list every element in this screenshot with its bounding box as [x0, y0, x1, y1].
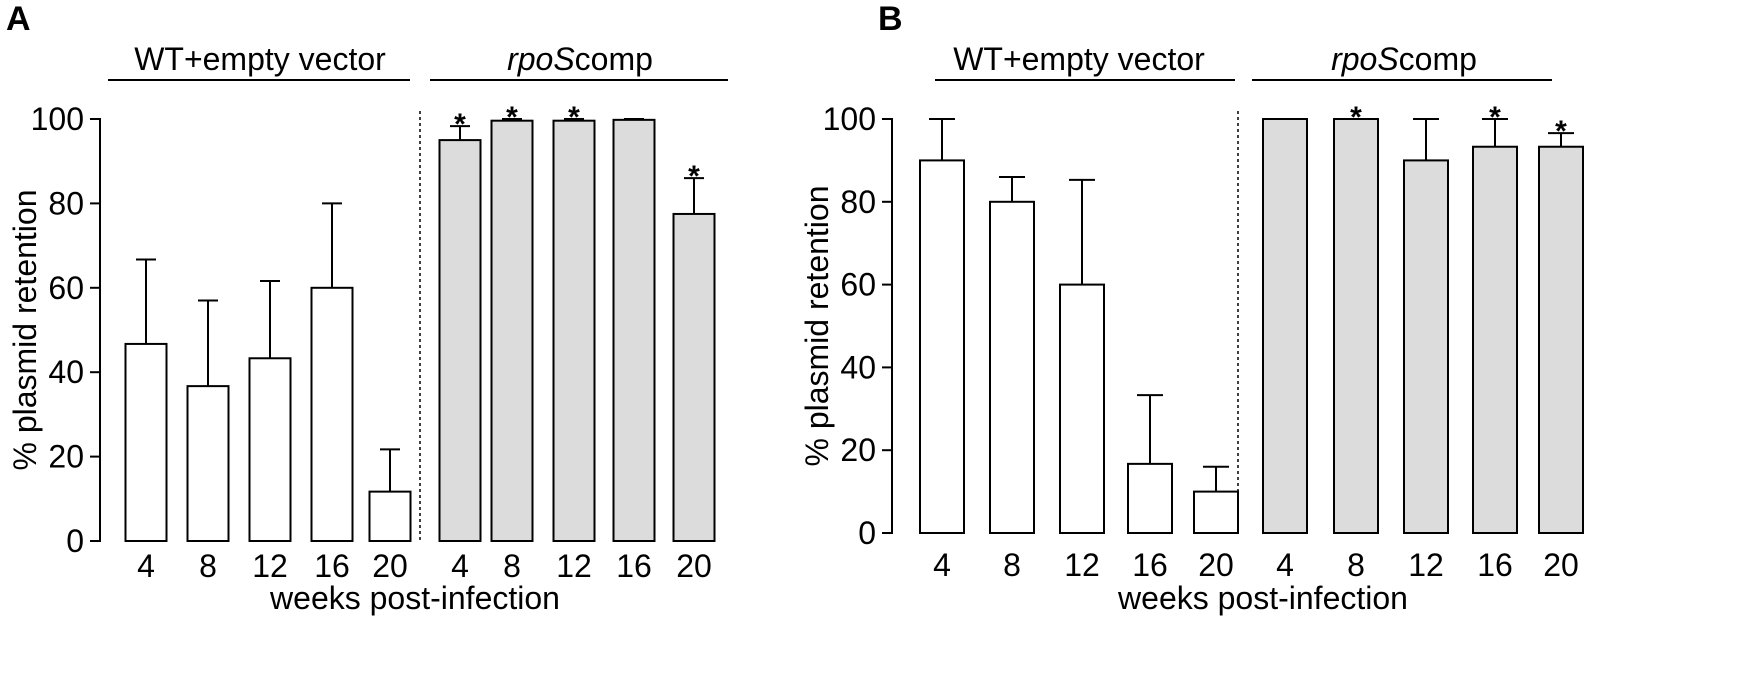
panel-letter-a: A: [6, 0, 31, 38]
chart-a-group-label-text: comp: [575, 41, 653, 77]
chart-b-bar: [1472, 145, 1518, 534]
chart-a-y-tick-label: 80: [48, 185, 84, 221]
chart-b-x-tick-label: 16: [1132, 547, 1168, 583]
chart-b-bar: [1127, 462, 1173, 534]
chart-a-y-tick-label: 20: [48, 439, 84, 475]
panel-b-chart: 0 20 40 60 80 100 % plasmid retention WT+empty …: [799, 41, 1584, 616]
chart-a-y-axis-title: % plasmid retention: [7, 189, 43, 470]
chart-b-x-tick-label: 20: [1198, 547, 1234, 583]
chart-b-y-tick-label: 40: [840, 349, 876, 385]
chart-a-x-tick-label: 20: [372, 548, 408, 584]
chart-a-x-tick-label: 8: [199, 548, 217, 584]
chart-a-x-tick-label: 20: [676, 548, 712, 584]
chart-a-bar: [368, 490, 412, 543]
chart-a-x-axis-title: weeks post-infection: [269, 580, 560, 616]
chart-b-x-tick-label: 8: [1347, 547, 1365, 583]
chart-a-bar: [490, 119, 534, 543]
chart-b-bar: [919, 159, 965, 534]
chart-a-bar: [310, 286, 354, 542]
chart-a-bar: [248, 357, 292, 542]
chart-a-y-tick-label: 40: [48, 354, 84, 390]
chart-a-significance-star: *: [506, 101, 518, 134]
chart-b-bar: [1059, 283, 1105, 534]
chart-a-significance-star: *: [688, 160, 700, 193]
chart-b-y-axis-title: % plasmid retention: [799, 185, 835, 466]
chart-a-x-tick-label: 12: [556, 548, 592, 584]
chart-a-bar: [552, 119, 596, 543]
chart-a-bar: [124, 342, 168, 542]
chart-a-x-tick-label: 16: [616, 548, 652, 584]
chart-a-bar: [612, 118, 656, 543]
chart-a-group-label-2: rpoScomp: [507, 41, 653, 77]
chart-a-significance-star: *: [568, 101, 580, 134]
chart-b-significance-star: *: [1489, 101, 1501, 134]
chart-b-x-tick-label: 4: [1276, 547, 1294, 583]
chart-b-y-tick-label: 80: [840, 184, 876, 220]
chart-b-bar: [1262, 118, 1308, 534]
chart-b-bar: [1333, 118, 1379, 534]
chart-a-y-tick-label: 100: [31, 101, 84, 137]
chart-b-bar: [1193, 490, 1239, 535]
chart-b-y-tick-label: 20: [840, 432, 876, 468]
chart-a-bar: [186, 385, 230, 542]
chart-b-x-tick-label: 8: [1003, 547, 1021, 583]
chart-b-group-label-italic: rpoS: [1331, 41, 1399, 77]
chart-b-x-tick-label: 16: [1477, 547, 1513, 583]
chart-a-x-tick-label: 4: [137, 548, 155, 584]
chart-b-bar: [989, 200, 1035, 535]
chart-b-x-axis-title: weeks post-infection: [1117, 580, 1408, 616]
chart-a-x-tick-label: 12: [252, 548, 288, 584]
chart-b-x-tick-label: 12: [1064, 547, 1100, 583]
chart-b-x-tick-label: 20: [1543, 547, 1579, 583]
chart-a-y-tick-label: 0: [66, 523, 84, 559]
chart-b-y-tick-label: 60: [840, 267, 876, 303]
chart-b-significance-star: *: [1350, 101, 1362, 134]
chart-a-group-label-text: WT+empty vector: [134, 41, 386, 77]
chart-b-bar: [1403, 159, 1449, 534]
chart-a-significance-star: *: [454, 108, 466, 141]
chart-b-x-tick-label: 4: [933, 547, 951, 583]
chart-b-significance-star: *: [1555, 115, 1567, 148]
chart-b-y-tick-label: 100: [823, 101, 876, 137]
chart-b-group-label-1: WT+empty vector: [953, 41, 1205, 77]
panel-letter-b: B: [878, 0, 903, 38]
chart-b-group-label-text: WT+empty vector: [953, 41, 1205, 77]
chart-b-group-label-text: comp: [1399, 41, 1477, 77]
chart-b-group-label-2: rpoScomp: [1331, 41, 1477, 77]
chart-a-x-tick-label: 8: [503, 548, 521, 584]
chart-a-bar: [672, 212, 716, 542]
chart-a-group-label-italic: rpoS: [507, 41, 575, 77]
chart-a-group-label-1: WT+empty vector: [134, 41, 386, 77]
panel-a-chart: 0 20 40 60 80 100 % plasmid retention WT+empty …: [7, 41, 728, 616]
chart-a-x-tick-label: 4: [451, 548, 469, 584]
chart-a-bar: [438, 139, 482, 542]
chart-a-x-tick-label: 16: [314, 548, 350, 584]
chart-b-y-tick-label: 0: [858, 515, 876, 551]
chart-b-bar: [1538, 145, 1584, 534]
chart-b-x-tick-label: 12: [1408, 547, 1444, 583]
chart-a-y-tick-label: 60: [48, 270, 84, 306]
